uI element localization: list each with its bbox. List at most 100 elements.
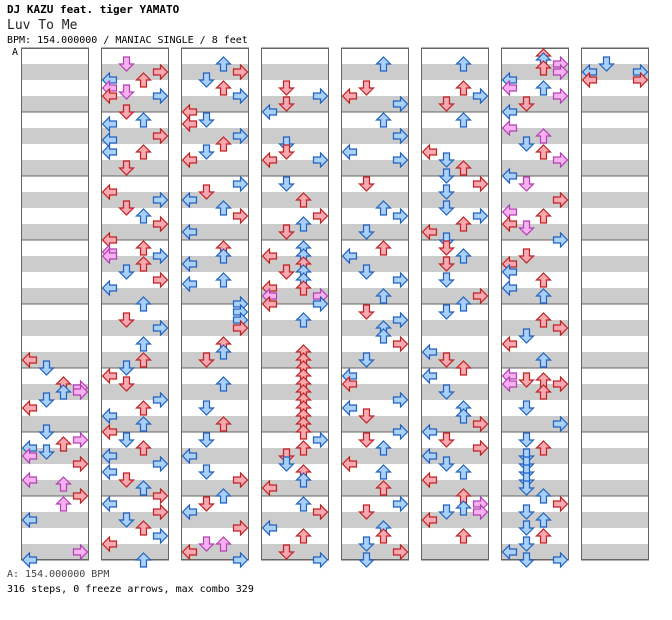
beat-stripe xyxy=(101,64,169,80)
left-arrow-icon xyxy=(501,119,518,137)
beat-stripe xyxy=(101,256,169,272)
right-arrow-icon xyxy=(552,319,569,337)
beat-stripe xyxy=(421,96,489,112)
down-arrow-icon xyxy=(118,472,135,488)
down-arrow-icon xyxy=(118,264,135,280)
chart-column xyxy=(21,47,89,561)
left-arrow-icon xyxy=(181,447,198,465)
up-arrow-icon xyxy=(55,476,72,492)
beat-stripe xyxy=(101,512,169,528)
up-arrow-icon xyxy=(135,112,152,128)
up-arrow-icon xyxy=(535,312,552,328)
beat-stripe xyxy=(101,416,169,432)
up-arrow-icon xyxy=(135,440,152,456)
beat-stripe xyxy=(181,320,249,336)
right-arrow-icon xyxy=(312,503,329,521)
right-arrow-icon xyxy=(312,431,329,449)
down-arrow-icon xyxy=(118,200,135,216)
down-arrow-icon xyxy=(358,504,375,520)
left-arrow-icon xyxy=(101,535,118,553)
beat-stripe xyxy=(501,320,569,336)
beat-stripe xyxy=(581,512,649,528)
up-arrow-icon xyxy=(215,536,232,552)
left-arrow-icon xyxy=(421,343,438,361)
down-arrow-icon xyxy=(198,352,215,368)
down-arrow-icon xyxy=(198,400,215,416)
down-arrow-icon xyxy=(38,444,55,460)
beat-stripe xyxy=(181,544,249,560)
up-arrow-icon xyxy=(215,376,232,392)
up-arrow-icon xyxy=(135,400,152,416)
beat-stripe xyxy=(261,448,329,464)
right-arrow-icon xyxy=(472,175,489,193)
up-arrow-icon xyxy=(295,472,312,488)
down-arrow-icon xyxy=(118,56,135,72)
beat-stripe xyxy=(421,224,489,240)
down-arrow-icon xyxy=(38,424,55,440)
beat-stripe xyxy=(421,160,489,176)
right-arrow-icon xyxy=(552,375,569,393)
beat-stripe xyxy=(581,384,649,400)
up-arrow-icon xyxy=(135,352,152,368)
beat-stripe xyxy=(421,64,489,80)
beat-stripe xyxy=(581,96,649,112)
left-arrow-icon xyxy=(501,543,518,561)
beat-stripe xyxy=(101,192,169,208)
beat-stripe xyxy=(101,224,169,240)
left-arrow-icon xyxy=(101,183,118,201)
down-arrow-icon xyxy=(198,536,215,552)
left-arrow-icon xyxy=(261,295,278,313)
right-arrow-icon xyxy=(232,519,249,537)
left-arrow-icon xyxy=(501,375,518,393)
beat-stripe xyxy=(101,128,169,144)
left-arrow-icon xyxy=(181,275,198,293)
beat-stripe xyxy=(501,64,569,80)
beat-stripe xyxy=(21,256,89,272)
down-arrow-icon xyxy=(438,504,455,520)
right-arrow-icon xyxy=(152,247,169,265)
right-arrow-icon xyxy=(312,295,329,313)
beat-stripe xyxy=(101,96,169,112)
beat-stripe xyxy=(421,192,489,208)
up-arrow-icon xyxy=(455,112,472,128)
up-arrow-icon xyxy=(535,512,552,528)
left-arrow-icon xyxy=(341,375,358,393)
left-arrow-icon xyxy=(501,79,518,97)
down-arrow-icon xyxy=(198,144,215,160)
left-arrow-icon xyxy=(501,103,518,121)
right-arrow-icon xyxy=(152,391,169,409)
right-arrow-icon xyxy=(232,87,249,105)
up-arrow-icon xyxy=(215,136,232,152)
up-arrow-icon xyxy=(375,528,392,544)
beat-stripe xyxy=(261,128,329,144)
left-arrow-icon xyxy=(21,471,38,489)
up-arrow-icon xyxy=(135,296,152,312)
beat-stripe xyxy=(21,544,89,560)
bpm-segment-marker: A xyxy=(12,47,19,58)
up-arrow-icon xyxy=(135,208,152,224)
down-arrow-icon xyxy=(438,96,455,112)
right-arrow-icon xyxy=(312,207,329,225)
beat-stripe xyxy=(501,96,569,112)
beat-stripe xyxy=(501,352,569,368)
left-arrow-icon xyxy=(341,247,358,265)
up-arrow-icon xyxy=(455,464,472,480)
left-arrow-icon xyxy=(101,143,118,161)
down-arrow-icon xyxy=(518,432,535,448)
right-arrow-icon xyxy=(312,87,329,105)
up-arrow-icon xyxy=(455,500,472,516)
beat-stripe xyxy=(581,448,649,464)
down-arrow-icon xyxy=(518,480,535,496)
right-arrow-icon xyxy=(472,207,489,225)
beat-stripe xyxy=(101,288,169,304)
beat-stripe xyxy=(181,256,249,272)
left-arrow-icon xyxy=(261,151,278,169)
beat-stripe xyxy=(21,448,89,464)
beat-stripe xyxy=(21,416,89,432)
right-arrow-icon xyxy=(232,319,249,337)
up-arrow-icon xyxy=(295,496,312,512)
up-arrow-icon xyxy=(535,440,552,456)
beat-stripe xyxy=(501,544,569,560)
up-arrow-icon xyxy=(215,56,232,72)
beat-stripe xyxy=(101,448,169,464)
